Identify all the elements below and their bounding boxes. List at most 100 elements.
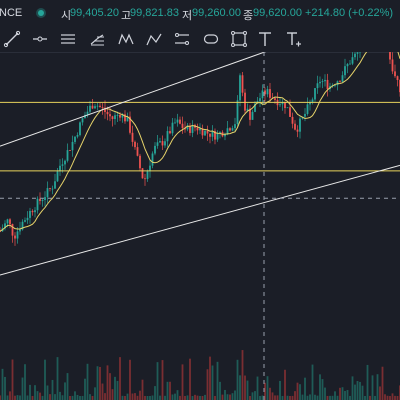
volume-bar (149, 395, 151, 400)
candle (274, 97, 276, 104)
volume-bar (264, 382, 266, 400)
price-chart[interactable] (0, 52, 400, 400)
rectangle-tool[interactable] (228, 28, 250, 50)
volume-bar (206, 369, 209, 400)
candle (211, 125, 214, 142)
moving-average-line (0, 52, 400, 232)
long-position-tool[interactable] (171, 28, 193, 50)
parallel-channel-tool[interactable] (57, 28, 79, 50)
volume-bar (31, 395, 34, 400)
fib-retracement-icon (90, 34, 104, 46)
volume-bar (331, 395, 334, 400)
volume-bar (54, 394, 56, 400)
xabcd-pattern-tool[interactable] (115, 28, 137, 50)
candle (94, 103, 96, 109)
price-range-tool[interactable] (200, 28, 222, 50)
candle (64, 159, 66, 170)
volume-bar (14, 395, 16, 400)
volume-bar (99, 366, 101, 400)
open-value: 99,405.20 (70, 7, 119, 19)
volume-bar (364, 395, 366, 400)
high-value: 99,821.83 (130, 7, 179, 19)
horizontal-ray-tool[interactable] (29, 28, 51, 50)
candle (314, 88, 316, 102)
candle (49, 187, 51, 192)
candle (304, 108, 306, 122)
candle (356, 52, 359, 61)
text-tool[interactable] (254, 28, 276, 50)
volume-bar (219, 381, 221, 400)
rectangle-icon (231, 31, 247, 47)
volume-bar (309, 394, 311, 400)
open-label: 시 (61, 10, 72, 22)
volume-bar (226, 394, 229, 400)
candle (29, 207, 31, 224)
volume-bar (379, 386, 381, 400)
volume-bar (74, 391, 76, 400)
candle (24, 217, 26, 223)
volume-bar (161, 360, 164, 400)
volume-bar (16, 395, 19, 400)
volume-bar (106, 365, 109, 400)
volume-bar (251, 392, 254, 400)
candle (281, 98, 284, 111)
candle (251, 109, 254, 120)
volume-bar (239, 375, 241, 400)
candle (104, 100, 106, 119)
volume-bar (141, 379, 144, 400)
volume-bar (269, 387, 271, 400)
candle (229, 127, 231, 132)
candle (129, 111, 131, 135)
volume-bar (214, 395, 216, 400)
candle (259, 92, 261, 108)
text-note-tool[interactable] (283, 28, 305, 50)
volume-bar (181, 364, 184, 400)
volume-bar (301, 394, 304, 400)
trend-line-tool[interactable] (1, 28, 23, 50)
lower-trend-line[interactable] (0, 164, 400, 276)
volume-bar (349, 395, 351, 400)
candle (56, 168, 59, 182)
candle (194, 123, 196, 132)
volume-bar (276, 395, 279, 400)
volume-bar (289, 395, 291, 400)
candle (336, 80, 339, 91)
upper-trend-line[interactable] (0, 52, 385, 147)
volume-bar (119, 357, 121, 400)
candles-layer (0, 52, 400, 246)
volume-bar (389, 396, 391, 400)
volume-bar (104, 393, 106, 400)
parallel-channel-icon (61, 34, 75, 44)
candle (339, 80, 341, 83)
candle (151, 151, 154, 169)
volume-bar (101, 383, 104, 400)
candle (84, 111, 86, 119)
volume-bar (116, 380, 119, 400)
candle (389, 52, 391, 65)
candle (114, 112, 116, 125)
candle (341, 71, 344, 83)
candle (241, 71, 244, 97)
candle (179, 116, 181, 125)
volume-bar (196, 395, 199, 400)
volume-bar (56, 357, 59, 400)
volume-bar (326, 395, 329, 400)
abcd-pattern-tool[interactable] (143, 28, 165, 50)
candle (101, 103, 104, 115)
volume-bar (154, 386, 156, 400)
candle (204, 130, 206, 137)
volume-bar (316, 395, 319, 400)
candle (206, 125, 209, 141)
volume-bar (174, 393, 176, 400)
candle (349, 59, 351, 65)
volume-bar (84, 378, 86, 400)
candle (391, 52, 394, 75)
volume-bar (271, 392, 274, 400)
candle (79, 121, 81, 137)
volume-bar (241, 350, 244, 400)
volume-bar (166, 381, 169, 400)
fib-retracement-tool[interactable] (86, 28, 108, 50)
volume-bar (366, 364, 369, 400)
volume-bar (86, 363, 89, 400)
volume-bar (144, 395, 146, 400)
